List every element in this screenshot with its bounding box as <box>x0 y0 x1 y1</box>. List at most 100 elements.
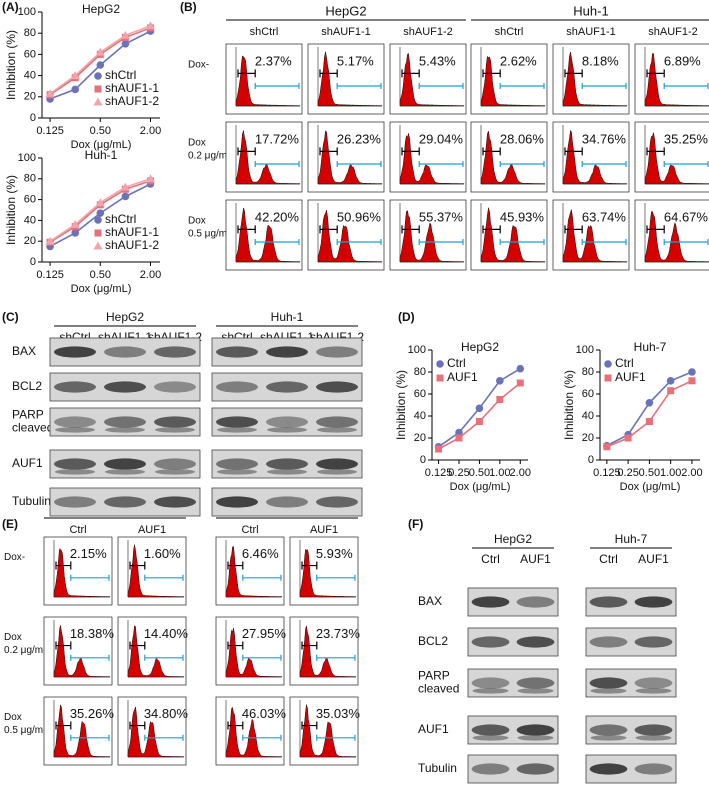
band <box>216 346 258 358</box>
flow-plot <box>225 121 303 193</box>
column-label: shCtrl <box>495 26 524 38</box>
row-label: Dox- <box>4 552 25 563</box>
histogram <box>299 625 357 678</box>
row-label: Dox <box>4 712 22 723</box>
percent-label: 18.38% <box>70 626 115 641</box>
chart-title: Huh-7 <box>634 340 667 354</box>
band <box>216 496 258 508</box>
gate-m1 <box>401 147 420 156</box>
histogram <box>53 548 111 598</box>
flow-plot <box>289 696 359 766</box>
gate-m2 <box>70 734 110 741</box>
marker <box>603 443 611 451</box>
row-label: 0.2 μg/ml <box>188 151 229 162</box>
band <box>104 346 146 358</box>
histogram <box>562 208 628 263</box>
gate-m2 <box>418 83 464 89</box>
y-tick-label: 80 <box>414 366 426 378</box>
band <box>589 636 628 648</box>
gate-m2 <box>499 83 545 89</box>
band <box>316 496 358 508</box>
band <box>104 496 146 508</box>
gate-m1 <box>129 641 146 650</box>
band <box>589 763 628 775</box>
x-tick-label: 2.00 <box>140 269 161 281</box>
row-label: BCL2 <box>12 379 42 393</box>
gate-m2 <box>144 734 184 741</box>
marker <box>688 377 696 385</box>
band <box>589 677 628 689</box>
band <box>634 677 673 689</box>
y-tick-label: 20 <box>582 432 594 444</box>
marker <box>475 418 483 425</box>
y-tick-label: 100 <box>408 344 426 356</box>
group-label: Huh-1 <box>573 3 608 18</box>
column-label: Ctrl <box>481 552 500 566</box>
percent-label: 55.37% <box>419 210 464 225</box>
band <box>217 427 257 433</box>
band <box>267 427 307 433</box>
band <box>54 496 96 508</box>
flow-plot <box>470 121 548 193</box>
column-label: shAUF1-1 <box>566 26 616 38</box>
flow-plot <box>470 199 548 271</box>
y-tick-label: 80 <box>24 27 36 39</box>
y-tick-label: 20 <box>24 91 36 103</box>
y-tick-label: 40 <box>582 410 594 422</box>
band <box>635 688 672 694</box>
marker <box>96 61 105 69</box>
band <box>590 735 627 741</box>
x-tick-label: 2.00 <box>681 467 702 479</box>
x-tick-label: 0.50 <box>90 269 111 281</box>
gate-m1 <box>564 147 583 156</box>
band <box>104 458 146 470</box>
percent-label: 5.17% <box>337 54 374 69</box>
x-tick-label: 2.00 <box>140 125 161 137</box>
gate-m2 <box>663 239 709 245</box>
flow-plot <box>43 696 113 766</box>
band <box>55 427 95 433</box>
band <box>517 688 554 694</box>
histogram <box>480 55 546 107</box>
gate-m2 <box>70 574 110 581</box>
band <box>266 381 308 393</box>
panel-label: (C) <box>2 310 19 324</box>
flow-plot <box>43 616 113 686</box>
row-label: BAX <box>418 594 442 608</box>
gate-m1 <box>227 721 244 730</box>
legend-label: Ctrl <box>447 356 466 370</box>
group-label: Huh-7 <box>615 532 648 546</box>
flow-plot <box>470 43 548 115</box>
gate-m2 <box>316 734 356 741</box>
flow-plot <box>117 536 187 606</box>
flow-plot <box>225 43 303 115</box>
marker <box>121 40 130 48</box>
band <box>54 416 96 428</box>
group-label: Huh-1 <box>271 310 304 324</box>
chart-title: Huh-1 <box>85 148 118 162</box>
band <box>471 636 510 648</box>
marker <box>645 418 653 425</box>
row-label: Tubulin <box>418 761 457 775</box>
panel-label: (F) <box>408 517 423 531</box>
panel-label: (D) <box>398 310 415 324</box>
histogram <box>644 53 709 107</box>
percent-label: 34.76% <box>582 132 627 147</box>
legend-label: shAUF1-2 <box>105 238 159 252</box>
percent-label: 28.06% <box>500 132 545 147</box>
y-tick-label: 60 <box>24 194 36 206</box>
marker <box>145 174 155 183</box>
panel-label: (B) <box>180 0 197 14</box>
flow-plot <box>215 696 285 766</box>
marker <box>435 445 443 453</box>
band <box>54 458 96 470</box>
row-label: Dox <box>188 216 206 227</box>
band <box>154 416 196 428</box>
marker <box>645 399 654 407</box>
histogram <box>399 52 465 107</box>
gate-m1 <box>646 69 665 78</box>
band <box>105 427 145 433</box>
legend-marker <box>436 374 444 382</box>
band <box>590 688 627 694</box>
